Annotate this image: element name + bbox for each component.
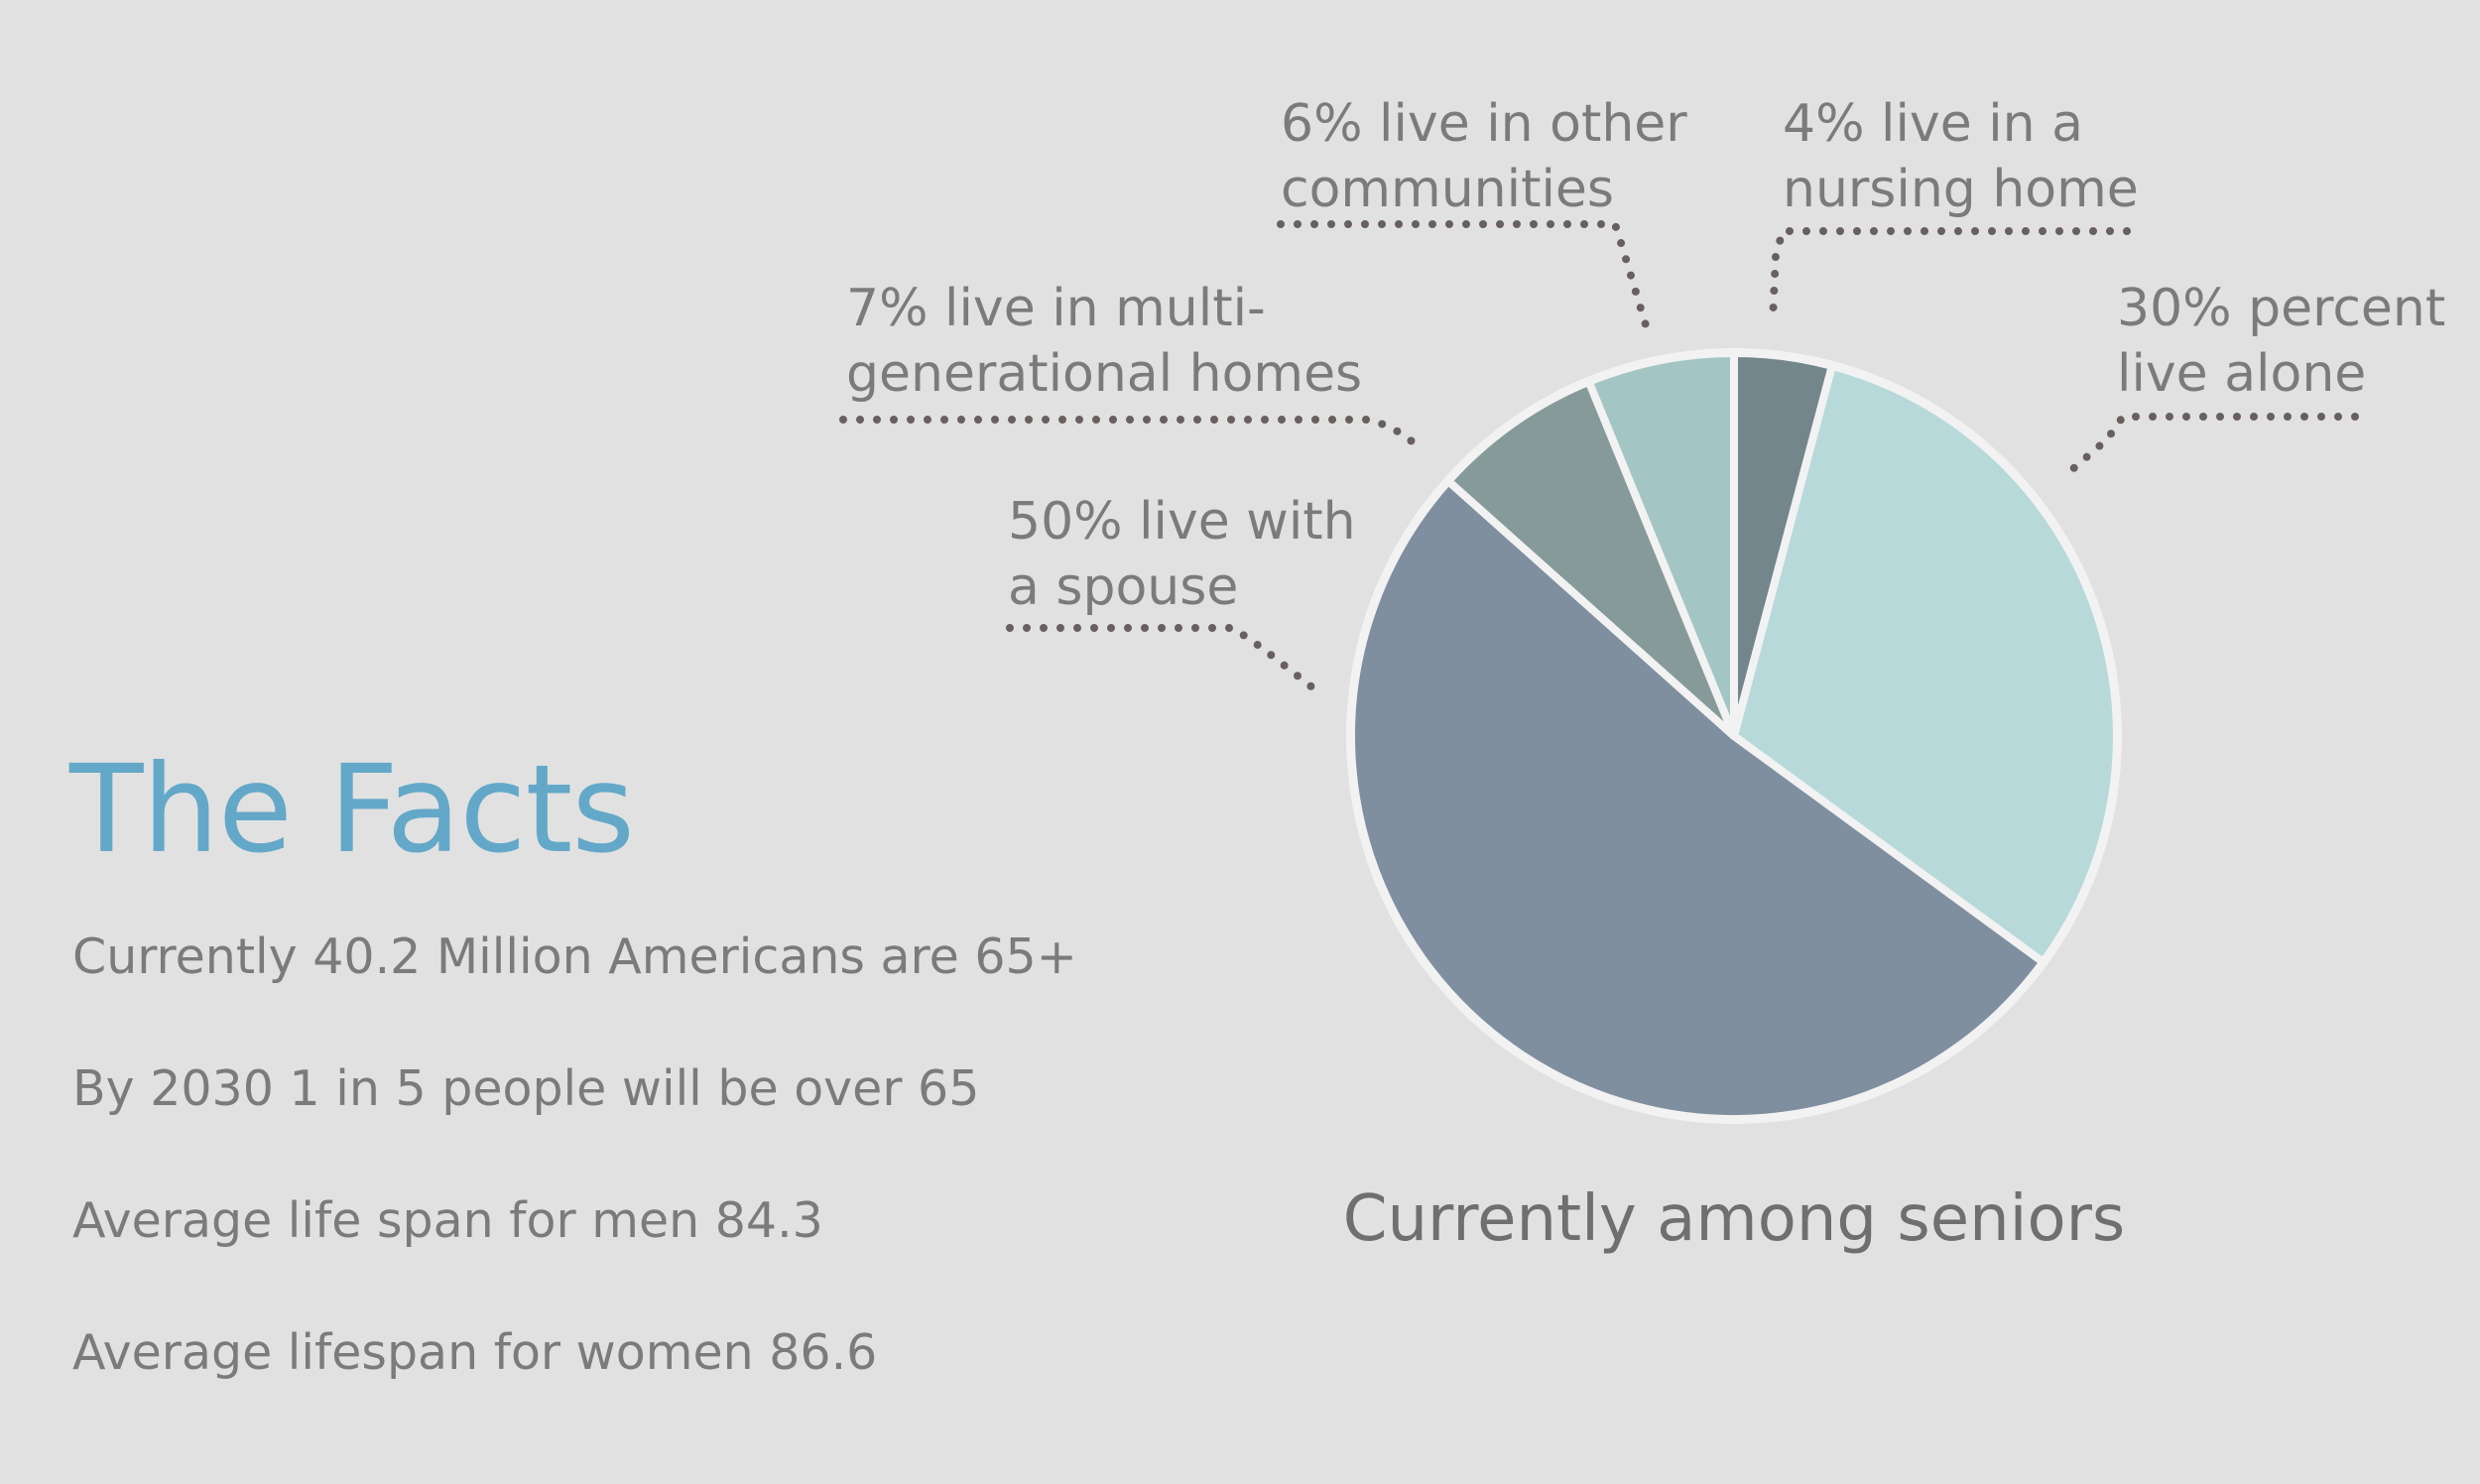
slice-label-line: 7% live in multi- bbox=[846, 279, 1266, 338]
pie-slice-other-communities bbox=[1584, 349, 1738, 740]
slice-label-line: live alone bbox=[2117, 344, 2366, 404]
slice-label-line: nursing home bbox=[1783, 160, 2139, 219]
fact-women-lifespan: Average lifespan for women 86.6 bbox=[72, 1324, 878, 1381]
slice-label-line: 50% live with bbox=[1008, 492, 1356, 552]
pie-slices bbox=[1347, 349, 2122, 1123]
fact-seniors-count: Currently 40.2 Million Americans are 65+ bbox=[72, 928, 1077, 985]
pie-slice-live-alone bbox=[1730, 361, 2122, 966]
slice-label-line: 6% live in other bbox=[1281, 94, 1687, 154]
slice-label-line: communities bbox=[1281, 160, 1614, 219]
leader-line-spouse bbox=[1006, 624, 1316, 691]
leader-line-nursing-home bbox=[1769, 227, 2131, 323]
facts-heading: The Facts bbox=[69, 739, 635, 880]
slice-label-nursing-home: 4% live in a nursing home bbox=[1783, 94, 2139, 219]
leader-line-other-communities bbox=[1277, 220, 1651, 332]
leader-line-multigenerational bbox=[839, 416, 1427, 453]
pie-slice-spouse bbox=[1347, 476, 2047, 1123]
pie-slice-multigenerational bbox=[1444, 377, 1738, 740]
slice-label-line: generational homes bbox=[846, 344, 1362, 404]
slice-label-line: a spouse bbox=[1008, 557, 1238, 617]
slice-label-line: 4% live in a bbox=[1783, 94, 2083, 154]
slice-label-line: 30% percent bbox=[2117, 279, 2445, 338]
leader-line-live-alone bbox=[2066, 413, 2359, 475]
slice-label-spouse: 50% live with a spouse bbox=[1008, 492, 1356, 617]
fact-2030-projection: By 2030 1 in 5 people will be over 65 bbox=[72, 1060, 980, 1117]
slice-labels: 4% live in a nursing home 30% percent live … bbox=[846, 94, 2445, 617]
slice-label-live-alone: 30% percent live alone bbox=[2117, 279, 2445, 404]
callout-leader-lines bbox=[839, 220, 2359, 691]
fact-men-lifespan: Average life span for men 84.3 bbox=[72, 1192, 823, 1249]
slice-label-multigenerational: 7% live in multi-generational homes bbox=[846, 279, 1362, 404]
slice-label-other-communities: 6% live in other communities bbox=[1281, 94, 1687, 219]
chart-caption: Currently among seniors bbox=[1343, 1182, 2126, 1256]
